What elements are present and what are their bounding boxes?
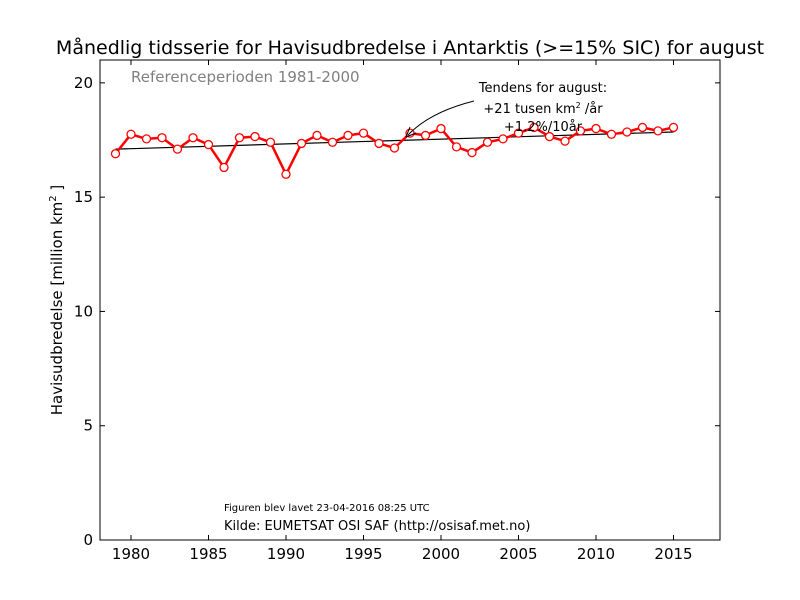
data-point-2010 xyxy=(591,123,601,134)
data-point-1979 xyxy=(110,149,121,159)
data-point-1987 xyxy=(234,133,245,143)
data-point-2007 xyxy=(544,131,555,142)
data-point-1986 xyxy=(219,162,229,173)
data-point-1999 xyxy=(420,130,431,141)
reference-period-label: Referenceperioden 1981-2000 xyxy=(131,68,360,86)
data-point-1980 xyxy=(126,129,136,139)
data-point-2002 xyxy=(467,147,477,158)
x-tick-label: 1985 xyxy=(189,545,227,563)
chart-title: Månedlig tidsserie for Havisudbredelse i… xyxy=(56,36,764,59)
data-point-2005 xyxy=(513,128,524,138)
data-point-1996 xyxy=(374,138,384,149)
x-tick-label: 1995 xyxy=(344,545,382,563)
y-tick-label: 10 xyxy=(74,302,93,320)
data-point-2009 xyxy=(575,126,586,136)
y-tick-label: 5 xyxy=(83,417,93,435)
data-point-2000 xyxy=(436,123,446,134)
x-axis-ticks: 1980 1985 1990 1995 2000 2005 2010 2015 xyxy=(112,60,693,563)
data-point-2004 xyxy=(498,134,508,144)
data-point-2013 xyxy=(637,122,648,133)
y-axis-label-main: Havisudbredelse [million km xyxy=(48,202,66,416)
trend-annotation-title: Tendens for august: xyxy=(478,81,607,96)
x-tick-label: 2005 xyxy=(499,545,537,563)
data-point-2006 xyxy=(529,122,539,133)
data-point-1981 xyxy=(141,134,152,144)
data-point-2012 xyxy=(622,127,632,137)
annotation-arrowhead xyxy=(405,126,417,138)
data-point-2008 xyxy=(560,136,570,146)
data-point-1992 xyxy=(312,130,322,141)
data-point-1994 xyxy=(343,130,353,141)
data-point-2011 xyxy=(606,129,617,139)
y-tick-label: 0 xyxy=(83,531,93,549)
data-point-1991 xyxy=(296,138,307,149)
data-source-note: Kilde: EUMETSAT OSI SAF (http://osisaf.m… xyxy=(224,519,530,534)
data-point-1982 xyxy=(157,133,167,143)
trend-annotation-rate: +21 tusen km2 /år xyxy=(483,101,603,117)
data-points xyxy=(110,122,679,179)
trend-rate-end: /år xyxy=(581,102,603,117)
plot-frame xyxy=(99,59,721,541)
x-tick-label: 2000 xyxy=(422,545,460,563)
data-point-1990 xyxy=(281,169,291,179)
figure-created-note: Figuren blev lavet 23-04-2016 08:25 UTC xyxy=(224,503,430,514)
data-point-2003 xyxy=(482,137,493,147)
y-axis-label-end: ] xyxy=(48,185,66,196)
trend-rate-main: +21 tusen km xyxy=(483,102,575,117)
data-point-1995 xyxy=(358,128,369,138)
data-point-2014 xyxy=(653,126,663,136)
data-point-1993 xyxy=(327,137,338,147)
data-point-2015 xyxy=(668,122,679,133)
trend-annotation-percent: +1.2%/10år xyxy=(504,120,583,135)
y-tick-label: 20 xyxy=(74,74,93,92)
y-axis-label: Havisudbredelse [million km2 ] xyxy=(48,185,66,416)
trend-rate-superscript: 2 xyxy=(576,101,581,110)
data-point-1988 xyxy=(250,131,260,142)
trend-annotation: Tendens for august: +21 tusen km2 /år +1… xyxy=(405,81,607,138)
annotation-arrow xyxy=(407,100,475,136)
y-tick-label: 15 xyxy=(74,188,93,206)
data-point-1983 xyxy=(172,144,183,154)
data-point-1984 xyxy=(188,133,198,143)
x-tick-label: 1990 xyxy=(267,545,305,563)
y-axis-ticks: 0 5 10 15 20 xyxy=(74,74,720,549)
data-point-1989 xyxy=(265,137,276,147)
data-point-1985 xyxy=(203,139,214,150)
data-point-1997 xyxy=(389,143,400,153)
y-axis-label-superscript: 2 xyxy=(48,195,59,201)
x-tick-label: 2015 xyxy=(654,545,692,563)
x-tick-label: 2010 xyxy=(577,545,615,563)
x-tick-label: 1980 xyxy=(112,545,150,563)
data-point-2001 xyxy=(451,142,462,152)
